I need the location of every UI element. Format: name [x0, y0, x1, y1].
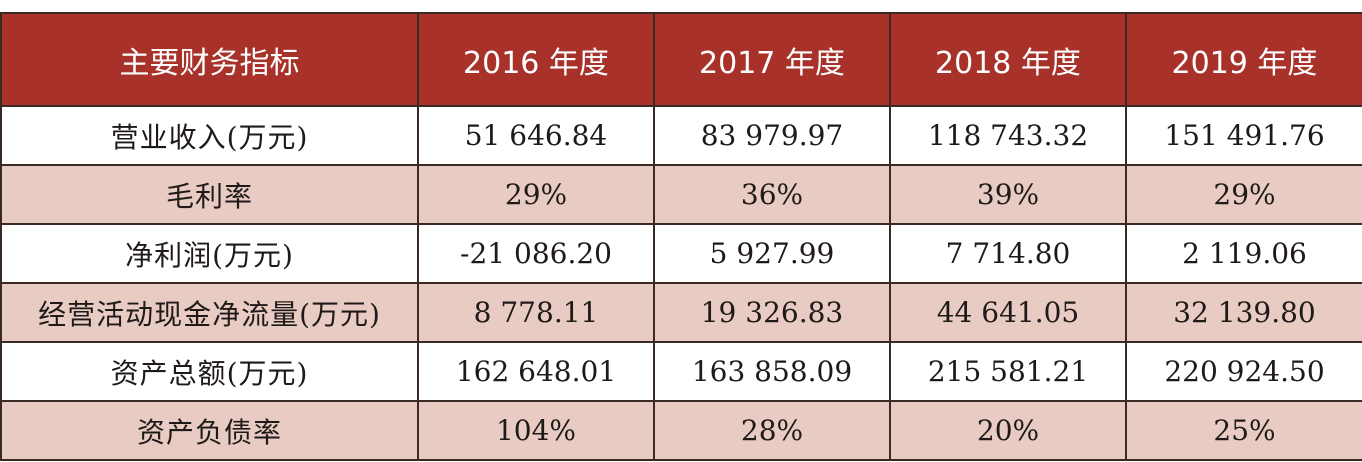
row-label: 资产负债率	[0, 400, 419, 461]
header-year-2018: 2018 年度	[889, 12, 1127, 107]
table-cell: 83 979.97	[653, 105, 891, 166]
table-header: 主要财务指标 2016 年度 2017 年度 2018 年度 2019 年度	[0, 12, 1362, 107]
table-cell: 8 778.11	[417, 282, 655, 343]
table-cell: 118 743.32	[889, 105, 1127, 166]
table-cell: 20%	[889, 400, 1127, 461]
top-margin	[0, 0, 1362, 12]
header-row: 主要财务指标 2016 年度 2017 年度 2018 年度 2019 年度	[0, 12, 1362, 107]
table-body: 营业收入(万元) 51 646.84 83 979.97 118 743.32 …	[0, 105, 1362, 461]
table-cell: 44 641.05	[889, 282, 1127, 343]
table-cell: 39%	[889, 164, 1127, 225]
row-label: 资产总额(万元)	[0, 341, 419, 402]
table-cell: 29%	[1125, 164, 1362, 225]
table-cell: 19 326.83	[653, 282, 891, 343]
table-row: 经营活动现金净流量(万元) 8 778.11 19 326.83 44 641.…	[0, 282, 1362, 343]
table-cell: 151 491.76	[1125, 105, 1362, 166]
header-year-2019: 2019 年度	[1125, 12, 1362, 107]
table-cell: 104%	[417, 400, 655, 461]
table-cell: 5 927.99	[653, 223, 891, 284]
table-cell: -21 086.20	[417, 223, 655, 284]
table-cell: 2 119.06	[1125, 223, 1362, 284]
table-row: 净利润(万元) -21 086.20 5 927.99 7 714.80 2 1…	[0, 223, 1362, 284]
table-cell: 215 581.21	[889, 341, 1127, 402]
table-cell: 163 858.09	[653, 341, 891, 402]
table-cell: 28%	[653, 400, 891, 461]
table-cell: 25%	[1125, 400, 1362, 461]
table-cell: 220 924.50	[1125, 341, 1362, 402]
table-row: 营业收入(万元) 51 646.84 83 979.97 118 743.32 …	[0, 105, 1362, 166]
table-row: 资产总额(万元) 162 648.01 163 858.09 215 581.2…	[0, 341, 1362, 402]
row-label: 经营活动现金净流量(万元)	[0, 282, 419, 343]
table-cell: 32 139.80	[1125, 282, 1362, 343]
row-label: 净利润(万元)	[0, 223, 419, 284]
header-year-2017: 2017 年度	[653, 12, 891, 107]
table-cell: 7 714.80	[889, 223, 1127, 284]
row-label: 毛利率	[0, 164, 419, 225]
financial-indicators-table: 主要财务指标 2016 年度 2017 年度 2018 年度 2019 年度 营…	[0, 12, 1362, 461]
table-cell: 29%	[417, 164, 655, 225]
header-indicator: 主要财务指标	[0, 12, 419, 107]
table-cell: 51 646.84	[417, 105, 655, 166]
header-year-2016: 2016 年度	[417, 12, 655, 107]
table-cell: 36%	[653, 164, 891, 225]
table-cell: 162 648.01	[417, 341, 655, 402]
table-row: 资产负债率 104% 28% 20% 25%	[0, 400, 1362, 461]
table-row: 毛利率 29% 36% 39% 29%	[0, 164, 1362, 225]
row-label: 营业收入(万元)	[0, 105, 419, 166]
